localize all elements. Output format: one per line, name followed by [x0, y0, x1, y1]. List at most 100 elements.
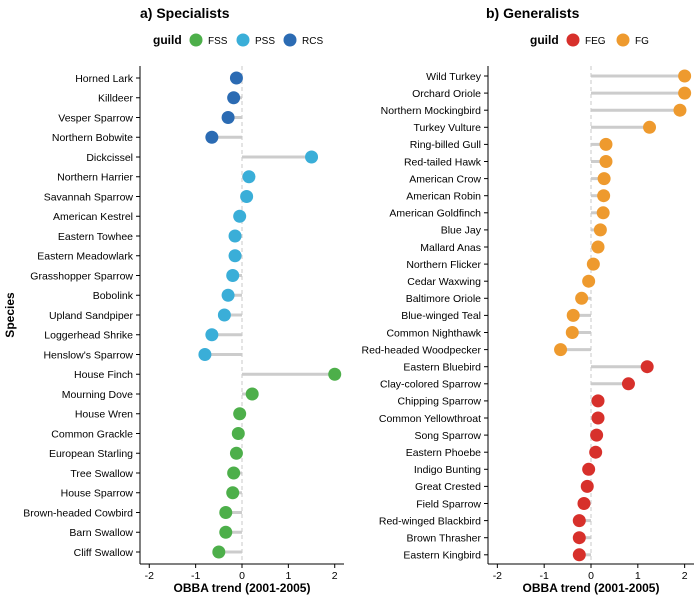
species-label: Eastern Bluebird [403, 362, 481, 374]
data-point [228, 229, 242, 243]
panel-title: b) Generalists [486, 5, 580, 21]
legend-swatch-rcs [283, 33, 297, 47]
legend-label-pss: PSS [255, 36, 275, 47]
species-label: American Crow [409, 173, 481, 185]
species-label: European Starling [49, 448, 133, 460]
x-axis-label: OBBA trend (2001-2005) [174, 581, 311, 595]
species-label: Savannah Sparrow [44, 191, 134, 203]
species-label: Orchard Oriole [412, 88, 481, 100]
data-point [229, 71, 243, 85]
species-label: Chipping Sparrow [398, 396, 482, 408]
data-row: Tree Swallow [70, 466, 242, 480]
species-label: Upland Sandpiper [49, 310, 134, 322]
legend-label-fss: FSS [208, 36, 228, 47]
data-row: Red-winged Blackbird [379, 514, 591, 527]
data-row: American Goldfinch [389, 206, 610, 220]
data-row: Cliff Swallow [74, 545, 242, 559]
data-row: Horned Lark [75, 71, 243, 85]
data-point [219, 506, 233, 519]
species-label: American Kestrel [53, 211, 133, 223]
species-label: Clay-colored Sparrow [380, 379, 481, 391]
data-point [305, 150, 319, 164]
data-point [240, 190, 254, 203]
data-row: Chipping Sparrow [398, 394, 605, 408]
data-row: Common Grackle [51, 427, 245, 440]
species-label: Blue-winged Teal [401, 310, 481, 322]
data-row: House Finch [74, 367, 342, 381]
data-row: Vesper Sparrow [58, 111, 242, 124]
species-label: Great Crested [415, 481, 481, 493]
data-point [575, 291, 589, 305]
data-point [205, 130, 219, 144]
species-label: Blue Jay [441, 225, 482, 237]
data-point [572, 531, 586, 545]
data-point [621, 377, 635, 391]
data-row: Mallard Anas [420, 240, 605, 254]
species-label: Cliff Swallow [74, 547, 134, 559]
data-row: Eastern Towhee [58, 229, 242, 243]
data-point [226, 269, 240, 282]
data-row: Turkey Vulture [414, 120, 657, 134]
species-label: Baltimore Oriole [406, 293, 481, 305]
species-label: House Sparrow [61, 488, 134, 500]
data-point [643, 120, 657, 134]
data-row: Mourning Dove [62, 387, 259, 401]
data-row: Wild Turkey [426, 69, 692, 83]
legend-swatch-fg [616, 33, 630, 47]
data-point [577, 497, 591, 510]
data-point [586, 257, 600, 271]
data-row: Blue Jay [441, 223, 607, 237]
x-tick-label: 0 [239, 570, 245, 582]
x-tick-label: -2 [145, 570, 154, 582]
species-label: Grasshopper Sparrow [30, 270, 133, 282]
data-point [226, 486, 240, 500]
species-label: Northern Harrier [57, 172, 133, 184]
data-point [593, 223, 607, 237]
data-point [597, 189, 611, 203]
species-label: Loggerhead Shrike [44, 330, 133, 342]
data-point [228, 249, 242, 263]
data-point [599, 155, 613, 168]
data-point [582, 274, 596, 288]
data-point [212, 545, 226, 559]
data-point [242, 170, 256, 184]
species-label: Northern Flicker [406, 259, 481, 271]
x-tick-label: -1 [191, 570, 200, 582]
data-row: Killdeer [98, 91, 242, 105]
data-point [233, 407, 247, 421]
y-axis-label: Species [3, 292, 17, 338]
species-label: Northern Bobwite [52, 132, 133, 144]
data-point [565, 326, 579, 339]
data-row: Song Sparrow [414, 428, 604, 442]
species-label: Common Grackle [51, 428, 133, 440]
data-row: Northern Flicker [406, 257, 600, 271]
data-point [591, 394, 605, 408]
data-row: Clay-colored Sparrow [380, 377, 635, 391]
data-point [205, 328, 219, 342]
legend-swatch-pss [236, 33, 250, 47]
data-row: Cedar Waxwing [407, 274, 596, 288]
x-tick-label: 2 [682, 570, 688, 582]
species-label: Eastern Kingbird [403, 550, 481, 562]
species-label: Barn Swallow [69, 527, 133, 539]
species-label: Eastern Phoebe [406, 447, 481, 459]
data-row: Indigo Bunting [414, 462, 596, 476]
data-row: Blue-winged Teal [401, 308, 591, 322]
data-point [198, 348, 212, 361]
data-row: Northern Harrier [57, 170, 256, 184]
data-row: Field Sparrow [416, 497, 591, 510]
data-point [219, 525, 233, 539]
data-row: Brown Thrasher [406, 531, 591, 545]
species-label: Turkey Vulture [414, 122, 482, 134]
species-label: Common Yellowthroat [379, 413, 481, 425]
species-label: Red-headed Woodpecker [362, 344, 482, 356]
x-axis-label: OBBA trend (2001-2005) [523, 581, 660, 595]
species-label: House Finch [74, 369, 133, 381]
data-point [597, 172, 611, 186]
data-row: Common Yellowthroat [379, 411, 605, 425]
data-point [554, 343, 568, 357]
data-row: Eastern Kingbird [403, 548, 591, 562]
x-tick-label: 1 [285, 570, 291, 582]
species-label: Wild Turkey [426, 71, 482, 83]
data-row: Henslow's Sparrow [43, 348, 242, 361]
